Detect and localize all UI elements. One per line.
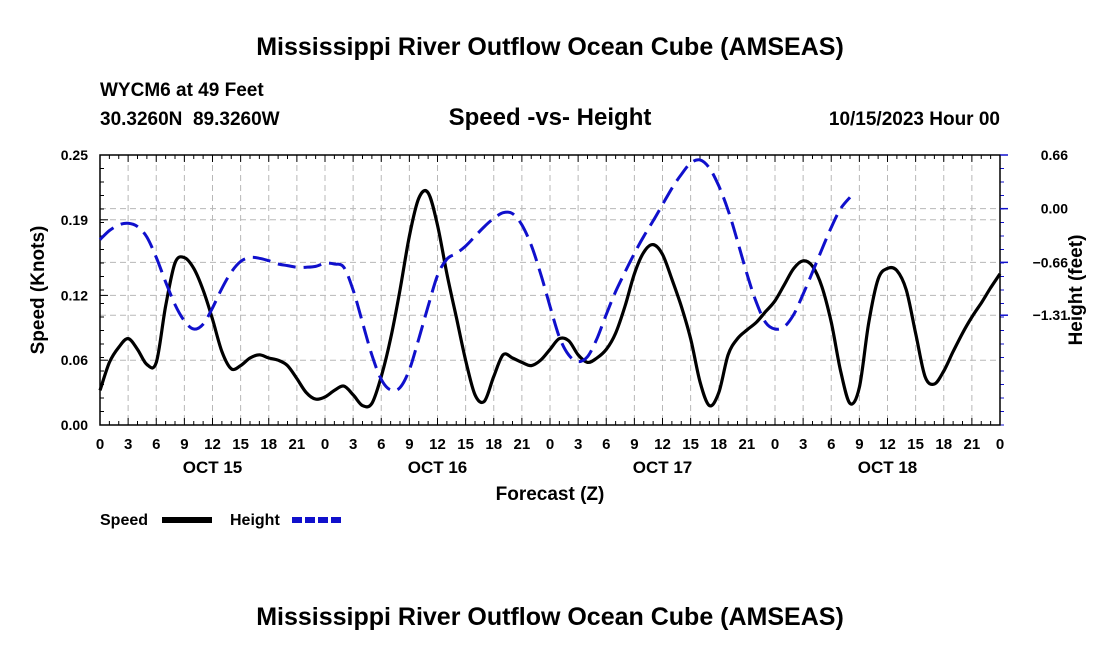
x-tick-label: 21 xyxy=(964,436,981,453)
x-tick-label: 15 xyxy=(232,436,249,453)
x-tick-label: 0 xyxy=(96,436,104,453)
x-tick-label: 0 xyxy=(771,436,779,453)
x-tick-label: 9 xyxy=(180,436,188,453)
x-tick-label: 9 xyxy=(630,436,638,453)
legend-height-label: Height xyxy=(230,512,280,529)
x-tick-label: 12 xyxy=(429,436,446,453)
x-tick-label: 12 xyxy=(879,436,896,453)
station-label: WYCM6 at 49 Feet xyxy=(100,80,264,101)
x-tick-label: 12 xyxy=(654,436,671,453)
x-axis-label: Forecast (Z) xyxy=(496,484,605,505)
right-tick-label: −0.66 xyxy=(1033,254,1069,270)
speed-series-line xyxy=(98,189,1002,409)
x-tick-label: 21 xyxy=(289,436,306,453)
minor-ticks xyxy=(100,154,1004,426)
x-tick-label: 9 xyxy=(855,436,863,453)
forecast-timestamp: 10/15/2023 Hour 00 xyxy=(829,109,1000,130)
day-label: OCT 15 xyxy=(183,458,243,477)
x-tick-label: 6 xyxy=(827,436,835,453)
day-label: OCT 18 xyxy=(858,458,918,477)
x-tick-label: 6 xyxy=(377,436,385,453)
left-axis-label: Speed (Knots) xyxy=(28,226,49,355)
day-label: OCT 16 xyxy=(408,458,468,477)
right-axis: 0.66 0.00 −0.66 −1.31 xyxy=(1000,147,1068,323)
plot-area xyxy=(98,154,1004,426)
x-tick-label: 9 xyxy=(405,436,413,453)
x-tick-label: 21 xyxy=(514,436,531,453)
chart-main-title: Mississippi River Outflow Ocean Cube (AM… xyxy=(256,33,844,61)
height-series-line xyxy=(98,158,852,393)
x-tick-label: 18 xyxy=(935,436,952,453)
left-tick-label: 0.19 xyxy=(61,212,88,228)
x-tick-label: 18 xyxy=(710,436,727,453)
x-tick-label: 15 xyxy=(682,436,699,453)
x-tick-label: 12 xyxy=(204,436,221,453)
x-tick-label: 15 xyxy=(457,436,474,453)
right-tick-label: 0.66 xyxy=(1041,147,1068,163)
x-tick-label: 3 xyxy=(799,436,807,453)
x-tick-label: 6 xyxy=(152,436,160,453)
right-axis-label: Height (feet) xyxy=(1066,235,1087,346)
grid-lines xyxy=(100,154,1000,425)
x-tick-label: 3 xyxy=(349,436,357,453)
left-tick-label: 0.25 xyxy=(61,147,88,163)
x-tick-label: 3 xyxy=(574,436,582,453)
day-label: OCT 17 xyxy=(633,458,693,477)
x-tick-label: 6 xyxy=(602,436,610,453)
right-tick-label: −1.31 xyxy=(1033,307,1069,323)
x-tick-label: 0 xyxy=(996,436,1004,453)
legend-speed-label: Speed xyxy=(100,512,148,529)
footer-title: Mississippi River Outflow Ocean Cube (AM… xyxy=(256,603,844,631)
left-axis: 0.00 0.06 0.12 0.19 0.25 xyxy=(61,147,108,433)
left-tick-label: 0.00 xyxy=(61,417,88,433)
x-tick-label: 15 xyxy=(907,436,924,453)
x-axis: 0 3 6 9 12 15 18 21 0 3 6 9 12 15 18 21 0 3 6 9 12 15 18 21 0 3 6 9… xyxy=(96,155,1004,477)
x-tick-label: 21 xyxy=(739,436,756,453)
chart-subtitle: Speed -vs- Height xyxy=(449,104,652,131)
legend: Speed Height xyxy=(100,512,342,529)
right-tick-label: 0.00 xyxy=(1041,201,1068,217)
x-tick-label: 18 xyxy=(260,436,277,453)
x-tick-label: 0 xyxy=(321,436,329,453)
station-coordinates: 30.3260N 89.3260W xyxy=(100,109,280,130)
left-tick-label: 0.12 xyxy=(61,287,88,303)
x-tick-label: 18 xyxy=(485,436,502,453)
x-tick-label: 0 xyxy=(546,436,554,453)
series-layer xyxy=(98,158,1002,409)
x-tick-label: 3 xyxy=(124,436,132,453)
left-tick-label: 0.06 xyxy=(61,352,88,368)
